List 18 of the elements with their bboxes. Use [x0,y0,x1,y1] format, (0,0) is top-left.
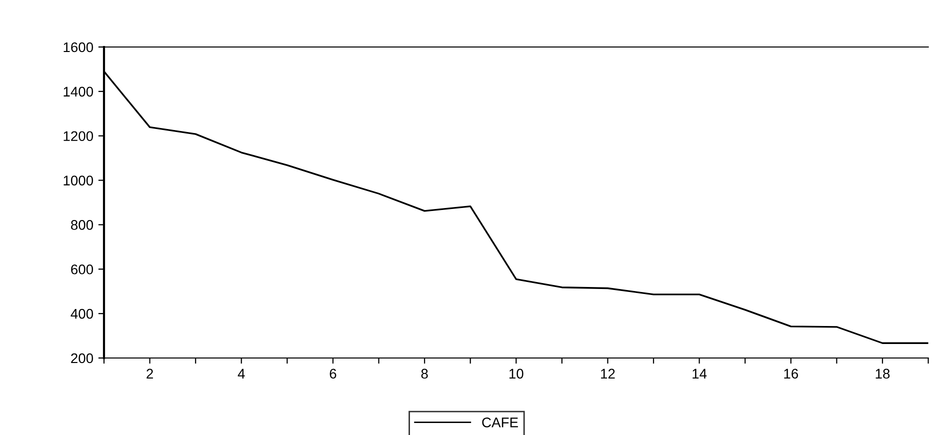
x-tick-label: 14 [692,368,707,378]
y-tick-label: 400 [70,308,94,319]
x-tick-label: 6 [330,368,336,379]
x-tick-label: 18 [876,368,890,379]
y-tick-label: 1000 [64,176,94,186]
x-tick-label: 4 [238,368,245,378]
y-tick-label: 800 [71,220,94,230]
legend-label: CAFE [482,418,518,428]
y-tick-label: 1200 [64,131,94,142]
x-tick-label: 12 [601,368,615,378]
y-tick-label: 1400 [64,86,94,97]
x-tick-label: 8 [421,368,428,379]
y-tick-label: 1600 [64,42,94,52]
y-tick-label: 600 [71,264,94,274]
x-tick-label: 2 [146,368,153,378]
y-tick-label: 200 [71,353,94,364]
x-tick-label: 16 [784,368,798,379]
x-tick-label: 10 [509,368,524,379]
